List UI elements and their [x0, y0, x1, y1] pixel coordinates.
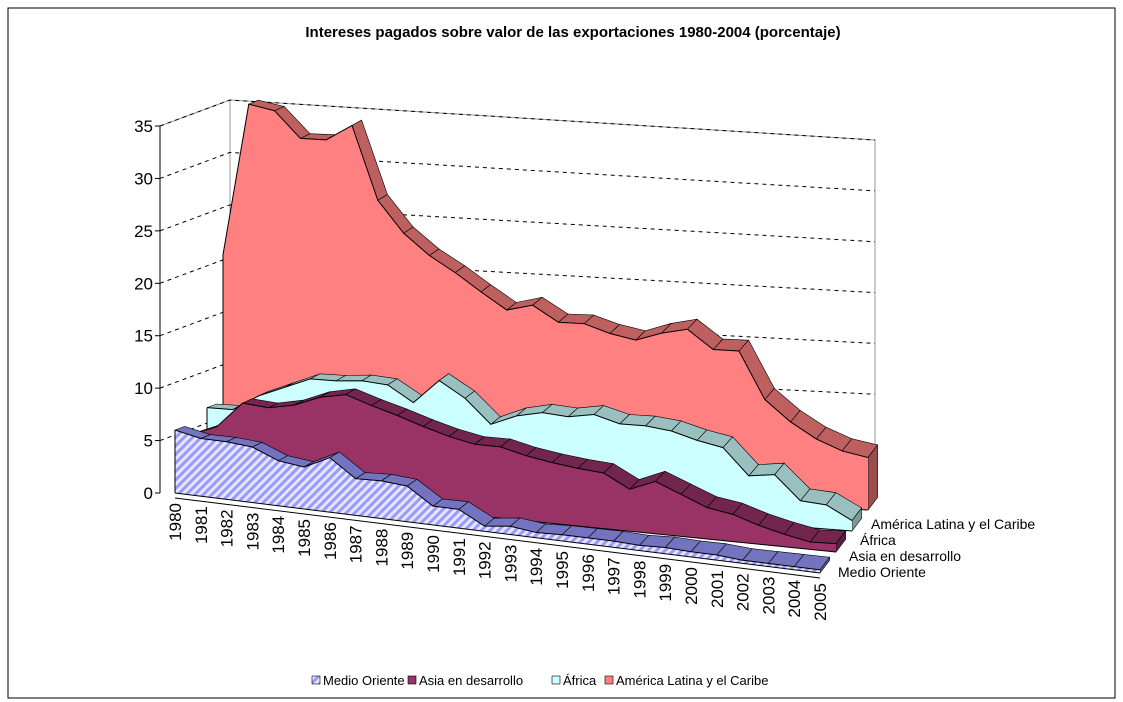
area-line	[206, 378, 853, 521]
x-tick-label: 1999	[656, 564, 675, 602]
y-tick-label: 25	[134, 222, 153, 241]
y-tick-label: 10	[134, 379, 153, 398]
legend-swatch	[311, 675, 321, 685]
legend-label: Asia en desarrollo	[419, 673, 523, 688]
legend-swatch	[407, 675, 417, 685]
series-depth-label: Asia en desarrollo	[849, 548, 961, 564]
x-tick-label: 1993	[501, 545, 520, 583]
x-tick-label: 1998	[630, 561, 649, 599]
x-tick-label: 1990	[424, 535, 443, 573]
grid-line	[159, 204, 876, 243]
x-tick-label: 1981	[192, 506, 211, 544]
legend-label: África	[563, 673, 597, 688]
x-tick-label: 1997	[605, 557, 624, 595]
x-tick-label: 2004	[785, 580, 804, 618]
area-line	[222, 103, 869, 459]
x-tick-label: 1991	[450, 538, 469, 576]
legend-label: América Latina y el Caribe	[616, 673, 768, 688]
x-tick-label: 1986	[321, 522, 340, 560]
legend-label: Medio Oriente	[323, 673, 405, 688]
y-tick-label: 15	[134, 327, 153, 346]
x-tick-label: 2002	[734, 573, 753, 611]
x-tick-label: 1988	[372, 529, 391, 567]
y-tick-label: 20	[134, 274, 153, 293]
y-tick-label: 30	[134, 169, 153, 188]
x-tick-label: 1987	[347, 525, 366, 563]
grid-line	[159, 99, 876, 141]
x-tick-label: 1994	[527, 548, 546, 586]
series-depth-label: África	[860, 532, 896, 548]
x-tick-label: 1985	[295, 519, 314, 557]
x-tick-label: 2005	[811, 583, 830, 621]
x-tick-label: 1982	[218, 509, 237, 547]
x-tick-label: 1995	[553, 551, 572, 589]
y-tick-label: 0	[144, 484, 153, 503]
x-tick-label: 1989	[398, 532, 417, 570]
y-tick-label: 35	[134, 117, 153, 136]
x-tick-label: 1984	[269, 516, 288, 554]
area-base	[174, 492, 821, 574]
left-wall-top	[159, 99, 231, 127]
x-tick-label: 2000	[682, 567, 701, 605]
area-line	[174, 429, 821, 571]
x-tick-label: 2001	[708, 570, 727, 608]
area-line	[190, 394, 837, 545]
chart-title: Intereses pagados sobre valor de las exp…	[305, 24, 840, 41]
area-fill	[175, 430, 820, 573]
y-tick-label: 5	[144, 432, 153, 451]
x-tick-label: 1996	[579, 554, 598, 592]
x-tick-label: 2003	[759, 577, 778, 615]
series-depth-label: Medio Oriente	[838, 564, 926, 580]
series-depth-label: América Latina y el Caribe	[871, 516, 1035, 532]
area-fill	[191, 394, 836, 552]
grid-line	[159, 151, 876, 192]
legend-swatch	[551, 675, 561, 685]
x-tick-label: 1980	[166, 503, 185, 541]
x-tick-label: 1992	[476, 541, 495, 579]
floor-edge	[174, 497, 821, 579]
x-tick-label: 1983	[243, 513, 262, 551]
legend-swatch	[604, 675, 614, 685]
